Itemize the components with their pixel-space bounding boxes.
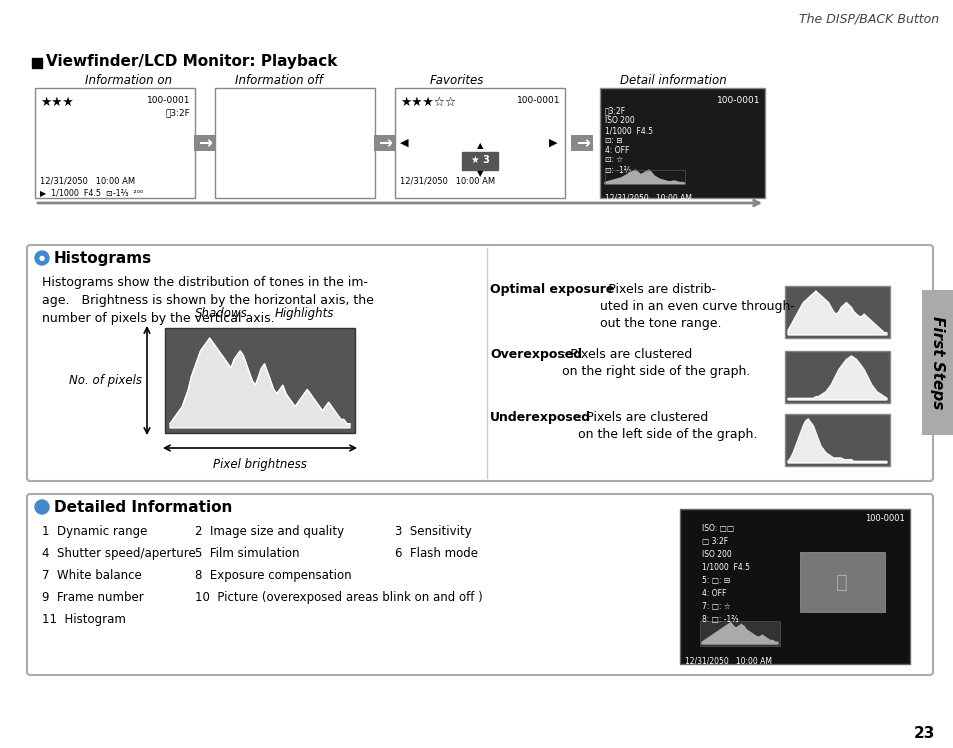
- Bar: [165, 328, 355, 433]
- Polygon shape: [170, 338, 350, 428]
- Polygon shape: [701, 623, 778, 644]
- Text: 12/31/2050   10:00 AM: 12/31/2050 10:00 AM: [604, 193, 691, 202]
- Text: Highlights: Highlights: [274, 307, 334, 319]
- Polygon shape: [787, 291, 886, 335]
- Text: Histograms: Histograms: [54, 251, 152, 266]
- Text: ◀: ◀: [399, 138, 408, 148]
- Text: 2  Image size and quality: 2 Image size and quality: [194, 525, 344, 538]
- Text: : Pixels are clustered
on the left side of the graph.: : Pixels are clustered on the left side …: [578, 411, 757, 441]
- Bar: [374, 135, 395, 151]
- Bar: [32, 58, 42, 68]
- Text: 4: OFF: 4: OFF: [701, 589, 725, 598]
- Text: 100-0001: 100-0001: [864, 514, 904, 523]
- Text: ★ 3: ★ 3: [470, 155, 489, 165]
- Text: 12/31/2050   10:00 AM: 12/31/2050 10:00 AM: [399, 176, 495, 185]
- Text: Favorites: Favorites: [430, 73, 484, 87]
- Text: 12/31/2050   10:00 AM: 12/31/2050 10:00 AM: [40, 176, 135, 185]
- Text: Pixel brightness: Pixel brightness: [213, 458, 307, 471]
- Text: →: →: [377, 134, 392, 152]
- Bar: [800, 552, 884, 612]
- Text: ⬜3:2F: ⬜3:2F: [165, 108, 190, 117]
- Text: 12/31/2050   10:00 AM: 12/31/2050 10:00 AM: [684, 656, 771, 665]
- Text: 100-0001: 100-0001: [716, 96, 760, 105]
- Text: Histograms show the distribution of tones in the im-
age.   Brightness is shown : Histograms show the distribution of tone…: [42, 276, 374, 325]
- Text: Optimal exposure: Optimal exposure: [490, 283, 614, 296]
- Bar: [599, 88, 764, 198]
- Text: 1/1000  F4.5: 1/1000 F4.5: [604, 126, 652, 135]
- FancyBboxPatch shape: [27, 494, 932, 675]
- Polygon shape: [787, 356, 886, 400]
- Text: 1  Dynamic range: 1 Dynamic range: [42, 525, 147, 538]
- Text: ●: ●: [39, 255, 45, 261]
- Text: 6  Flash mode: 6 Flash mode: [395, 547, 477, 560]
- Text: ⊡: ⊟: ⊡: ⊟: [604, 136, 622, 145]
- Text: ▼: ▼: [476, 170, 483, 179]
- Text: 100-0001: 100-0001: [516, 96, 559, 105]
- Bar: [571, 135, 593, 151]
- Text: ⬜3:2F: ⬜3:2F: [604, 106, 625, 115]
- Text: Shadows: Shadows: [194, 307, 248, 319]
- FancyBboxPatch shape: [27, 245, 932, 481]
- Text: 7  White balance: 7 White balance: [42, 569, 142, 582]
- Text: 11  Histogram: 11 Histogram: [42, 613, 126, 626]
- Bar: [784, 414, 889, 466]
- Text: →: →: [198, 134, 212, 152]
- Bar: [193, 135, 215, 151]
- Text: 8: □: -1⅔: 8: □: -1⅔: [701, 615, 738, 624]
- Bar: [679, 509, 909, 664]
- Text: The DISP/BACK Button: The DISP/BACK Button: [798, 12, 938, 25]
- Text: ISO: □□: ISO: □□: [701, 524, 734, 533]
- Text: 5  Film simulation: 5 Film simulation: [194, 547, 299, 560]
- Text: ISO 200: ISO 200: [701, 550, 731, 559]
- Bar: [604, 170, 684, 184]
- Circle shape: [35, 251, 49, 265]
- Bar: [395, 88, 564, 198]
- Polygon shape: [787, 419, 886, 463]
- Text: Viewfinder/LCD Monitor: Playback: Viewfinder/LCD Monitor: Playback: [46, 54, 337, 69]
- Text: ★★★: ★★★: [40, 96, 73, 109]
- Text: Underexposed: Underexposed: [490, 411, 591, 424]
- Text: 7: □: ☆: 7: □: ☆: [701, 602, 730, 611]
- Text: 23: 23: [912, 726, 934, 741]
- Text: ISO 200: ISO 200: [604, 116, 634, 125]
- Bar: [461, 152, 497, 170]
- Text: 4  Shutter speed/aperture: 4 Shutter speed/aperture: [42, 547, 195, 560]
- Bar: [700, 621, 780, 646]
- Text: 1/1000  F4.5: 1/1000 F4.5: [701, 563, 749, 572]
- Text: 10  Picture (overexposed areas blink on and off ): 10 Picture (overexposed areas blink on a…: [194, 591, 482, 604]
- Text: ▶: ▶: [548, 138, 557, 148]
- Text: 3  Sensitivity: 3 Sensitivity: [395, 525, 471, 538]
- Text: 5: □: ⊟: 5: □: ⊟: [701, 576, 729, 585]
- Text: First Steps: First Steps: [929, 316, 944, 409]
- Text: Detail information: Detail information: [619, 73, 726, 87]
- Text: ★★★☆☆: ★★★☆☆: [399, 96, 456, 109]
- Text: Information off: Information off: [234, 73, 322, 87]
- Text: 8  Exposure compensation: 8 Exposure compensation: [194, 569, 352, 582]
- Text: 4: OFF: 4: OFF: [604, 146, 629, 155]
- Text: ▲: ▲: [476, 141, 483, 150]
- Text: □ 3:2F: □ 3:2F: [701, 537, 727, 546]
- Text: : Pixels are clustered
on the right side of the graph.: : Pixels are clustered on the right side…: [561, 348, 750, 378]
- Bar: [214, 88, 375, 198]
- Text: No. of pixels: No. of pixels: [69, 374, 142, 387]
- Text: Information on: Information on: [85, 73, 172, 87]
- Text: ▶  1/1000  F4.5  ⊡-1⅔  ²⁰⁰: ▶ 1/1000 F4.5 ⊡-1⅔ ²⁰⁰: [40, 188, 143, 197]
- Bar: [35, 88, 194, 198]
- Text: 👤: 👤: [835, 572, 847, 592]
- Text: 9  Frame number: 9 Frame number: [42, 591, 144, 604]
- Bar: [921, 290, 953, 435]
- Text: ⊡: -1⅔: ⊡: -1⅔: [604, 166, 631, 175]
- Text: Detailed Information: Detailed Information: [54, 500, 233, 515]
- Text: →: →: [575, 134, 589, 152]
- Bar: [784, 351, 889, 403]
- Text: 100-0001: 100-0001: [147, 96, 190, 105]
- Polygon shape: [604, 170, 684, 184]
- Text: : Pixels are distrib-
uted in an even curve through-
out the tone range.: : Pixels are distrib- uted in an even cu…: [599, 283, 794, 330]
- Text: ⊡: ☆: ⊡: ☆: [604, 156, 622, 165]
- Bar: [784, 286, 889, 338]
- Circle shape: [35, 500, 49, 514]
- Text: Overexposed: Overexposed: [490, 348, 581, 361]
